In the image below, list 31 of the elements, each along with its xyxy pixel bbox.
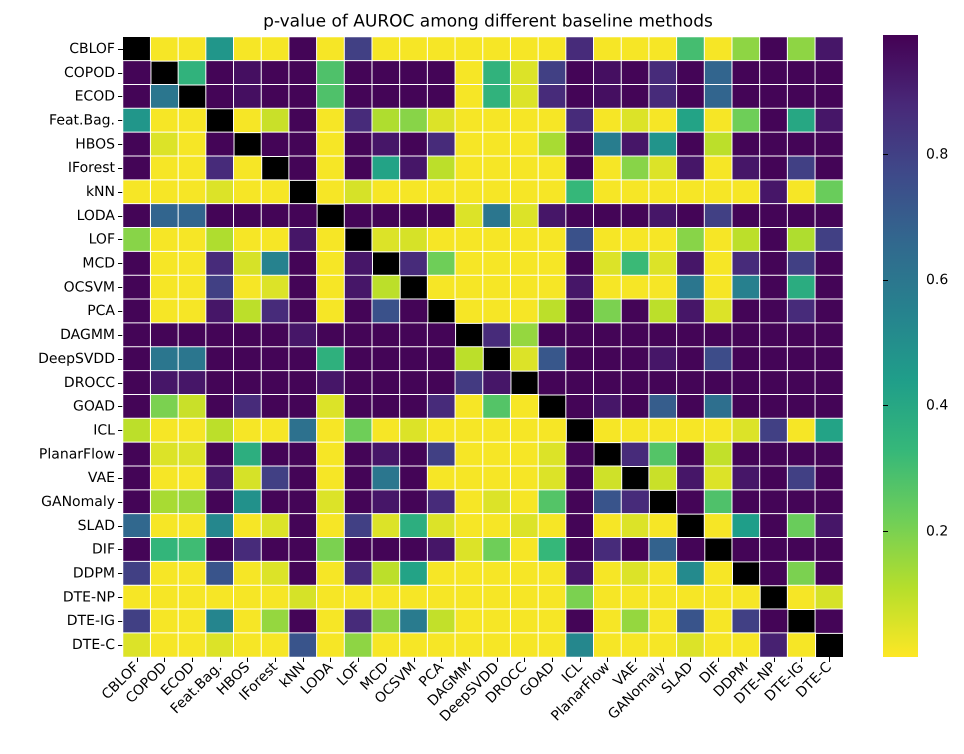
color-bar-label: 0.2 [926,523,948,540]
y-tick-label: HBOS [75,136,116,152]
y-tick-label: DTE-NP [62,589,115,606]
y-tick-label: CBLOF [69,40,115,57]
y-tick-label: DTE-C [72,637,116,654]
y-tick-label: LODA [76,208,116,224]
chart-title: p-value of AUROC among different baseline methods [263,12,713,32]
y-tick-label: OCSVM [64,279,115,296]
color-bar-label: 0.6 [926,272,948,288]
color-bar-label: 0.8 [926,146,948,162]
y-tick-label: ICL [93,422,116,438]
y-tick-label: kNN [86,184,115,200]
y-tick-label: DIF [92,542,115,558]
y-tick-label: COPOD [64,64,115,81]
y-tick-label: SLAD [78,518,115,534]
y-tick-label: DDPM [72,566,115,582]
y-tick-label: DTE-IG [66,613,115,630]
y-tick-label: MCD [82,256,115,272]
y-tick-label: DAGMM [60,327,115,344]
y-tick-label: GANomaly [41,494,115,510]
y-tick-label: DeepSVDD [38,350,115,367]
y-tick-label: LOF [88,232,115,248]
y-tick-label: Feat.Bag. [49,112,115,128]
y-tick-label: VAE [88,470,115,486]
y-tick-label: DROCC [64,374,116,391]
y-tick-label: ECOD [74,88,115,105]
color-bar-label: 0.4 [926,398,948,414]
y-tick-label: PlanarFlow [38,446,115,462]
y-tick-label: GOAD [73,398,115,415]
y-tick-label: PCA [87,303,116,320]
y-tick-label: IForest [68,160,116,176]
